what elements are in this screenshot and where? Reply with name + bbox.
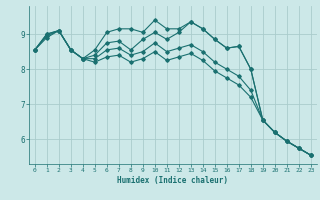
X-axis label: Humidex (Indice chaleur): Humidex (Indice chaleur): [117, 176, 228, 185]
